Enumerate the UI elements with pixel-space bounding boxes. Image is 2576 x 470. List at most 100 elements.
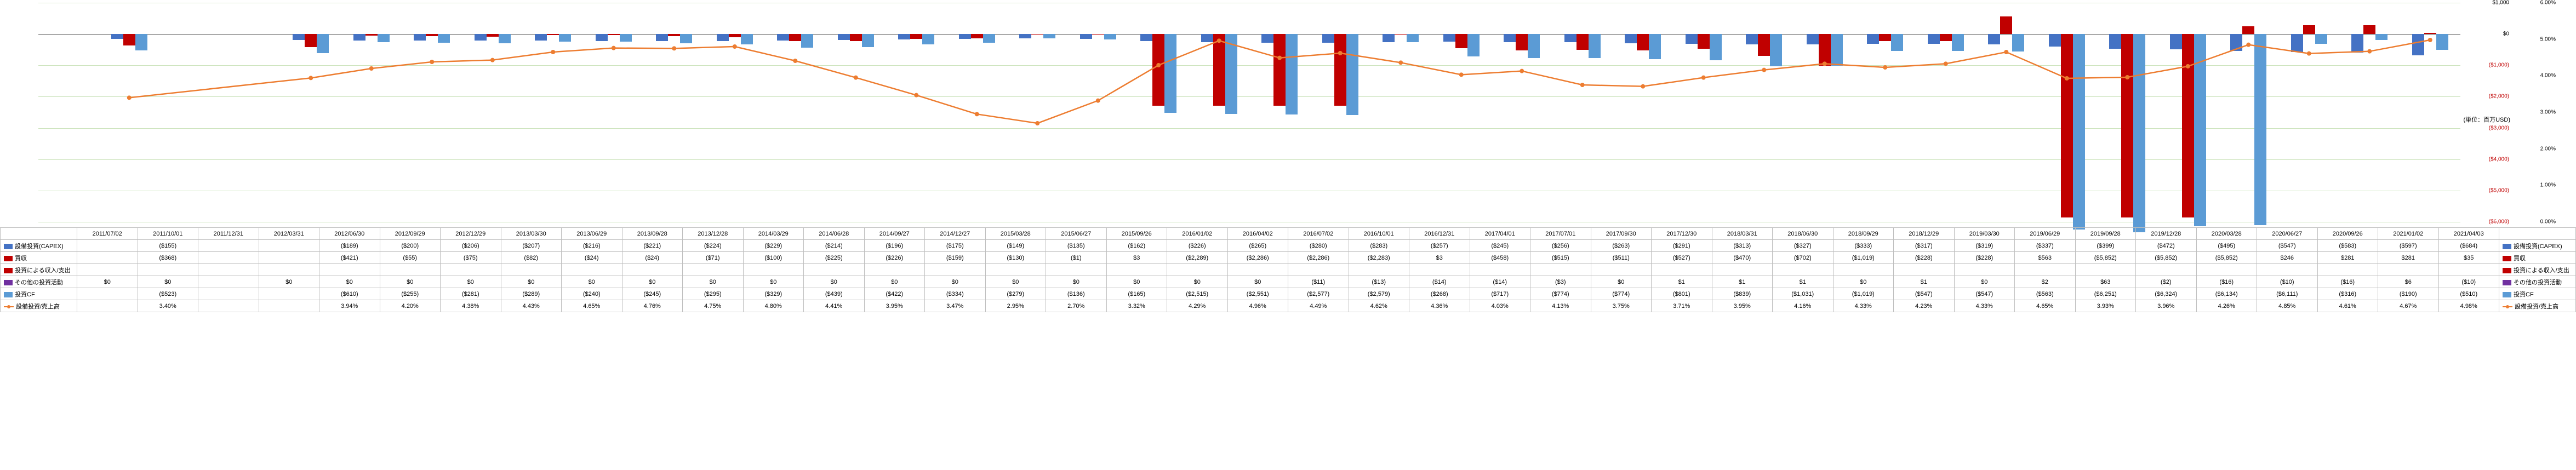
data-cell bbox=[198, 288, 259, 300]
data-cell: ($317) bbox=[1894, 240, 1955, 252]
data-cell: ($221) bbox=[622, 240, 683, 252]
y2-tick: 1.00% bbox=[2540, 182, 2556, 188]
data-cell: ($214) bbox=[804, 240, 865, 252]
data-cell: 3.32% bbox=[1106, 300, 1167, 312]
data-cell bbox=[2136, 264, 2197, 276]
ratio-marker bbox=[1580, 83, 1585, 87]
data-cell: ($82) bbox=[501, 252, 562, 264]
data-cell: $1 bbox=[1712, 276, 1773, 288]
data-cell: ($10) bbox=[2257, 276, 2318, 288]
data-cell: ($547) bbox=[2257, 240, 2318, 252]
data-cell: $1 bbox=[1773, 276, 1834, 288]
line-layer bbox=[38, 3, 2460, 222]
data-cell: $0 bbox=[622, 276, 683, 288]
data-cell: ($291) bbox=[1652, 240, 1712, 252]
y1-tick: $1,000 bbox=[2492, 0, 2509, 6]
data-cell: ($333) bbox=[1833, 240, 1894, 252]
data-cell: ($523) bbox=[138, 288, 198, 300]
data-cell: ($422) bbox=[864, 288, 925, 300]
data-cell: 2013/06/29 bbox=[562, 228, 622, 240]
data-cell: 3.75% bbox=[1591, 300, 1652, 312]
data-cell bbox=[1349, 264, 1409, 276]
data-cell bbox=[1833, 264, 1894, 276]
row-header-left bbox=[1, 228, 77, 240]
data-cell: ($245) bbox=[622, 288, 683, 300]
data-cell: $0 bbox=[804, 276, 865, 288]
y2-tick: 2.00% bbox=[2540, 146, 2556, 152]
ratio-marker bbox=[309, 76, 313, 80]
ratio-marker bbox=[2065, 76, 2069, 81]
data-cell bbox=[198, 252, 259, 264]
data-cell: ($207) bbox=[501, 240, 562, 252]
data-cell: ($2,283) bbox=[1349, 252, 1409, 264]
data-cell: $0 bbox=[77, 276, 138, 288]
data-cell: 2014/06/28 bbox=[804, 228, 865, 240]
data-cell: ($399) bbox=[2075, 240, 2136, 252]
row-header-left: 投資による収入/支出 bbox=[1, 264, 77, 276]
data-cell: $6 bbox=[2378, 276, 2439, 288]
data-cell: ($316) bbox=[2317, 288, 2378, 300]
y2-tick: 6.00% bbox=[2540, 0, 2556, 6]
data-cell: 3.94% bbox=[319, 300, 380, 312]
data-cell: ($329) bbox=[743, 288, 804, 300]
data-cell: 2019/03/30 bbox=[1954, 228, 2015, 240]
data-cell: ($256) bbox=[1530, 240, 1591, 252]
data-cell: ($11) bbox=[1288, 276, 1349, 288]
data-cell: ($515) bbox=[1530, 252, 1591, 264]
data-cell: ($228) bbox=[1954, 252, 2015, 264]
data-cell: ($327) bbox=[1773, 240, 1834, 252]
data-cell: 2016/07/02 bbox=[1288, 228, 1349, 240]
y1-tick: ($6,000) bbox=[2489, 219, 2509, 225]
data-cell bbox=[77, 300, 138, 312]
data-cell bbox=[198, 264, 259, 276]
data-cell: 2017/07/01 bbox=[1530, 228, 1591, 240]
data-cell: ($162) bbox=[1106, 240, 1167, 252]
row-header-left: 設備投資/売上高 bbox=[1, 300, 77, 312]
ratio-marker bbox=[2246, 43, 2251, 47]
data-cell: $0 bbox=[259, 276, 319, 288]
y1-tick: ($4,000) bbox=[2489, 156, 2509, 162]
ratio-marker bbox=[2428, 38, 2432, 42]
data-cell bbox=[259, 252, 319, 264]
data-cell: $0 bbox=[683, 276, 744, 288]
data-cell: $1 bbox=[1652, 276, 1712, 288]
data-cell: 2015/03/28 bbox=[985, 228, 1046, 240]
data-cell: 2.70% bbox=[1046, 300, 1107, 312]
data-cell: ($610) bbox=[319, 288, 380, 300]
data-cell: 4.03% bbox=[1470, 300, 1530, 312]
data-cell: ($280) bbox=[1288, 240, 1349, 252]
data-cell: 3.47% bbox=[925, 300, 986, 312]
data-cell: ($283) bbox=[1349, 240, 1409, 252]
data-cell bbox=[864, 264, 925, 276]
data-cell bbox=[985, 264, 1046, 276]
ratio-marker bbox=[793, 59, 797, 63]
data-cell: 2013/12/28 bbox=[683, 228, 744, 240]
data-cell: ($189) bbox=[319, 240, 380, 252]
ratio-marker bbox=[1398, 60, 1403, 65]
y1-tick: ($2,000) bbox=[2489, 94, 2509, 100]
y2-tick: 0.00% bbox=[2540, 219, 2556, 225]
data-cell: ($257) bbox=[1409, 240, 1470, 252]
ratio-marker bbox=[2307, 51, 2311, 56]
data-cell: 2013/03/30 bbox=[501, 228, 562, 240]
data-cell: ($334) bbox=[925, 288, 986, 300]
chart-container: (単位：百万USD) ($6,000)($5,000)($4,000)($3,0… bbox=[0, 0, 2576, 470]
row-header-right: 設備投資(CAPEX) bbox=[2499, 240, 2576, 252]
data-cell: ($5,852) bbox=[2196, 252, 2257, 264]
data-cell: $0 bbox=[319, 276, 380, 288]
data-cell: ($226) bbox=[864, 252, 925, 264]
data-cell: 4.33% bbox=[1954, 300, 2015, 312]
data-cell: ($71) bbox=[683, 252, 744, 264]
data-cell: ($547) bbox=[1954, 288, 2015, 300]
y1-tick: ($3,000) bbox=[2489, 125, 2509, 131]
data-cell: ($196) bbox=[864, 240, 925, 252]
data-cell: ($421) bbox=[319, 252, 380, 264]
ratio-line bbox=[129, 40, 2430, 123]
data-cell: 4.80% bbox=[743, 300, 804, 312]
data-cell: ($225) bbox=[804, 252, 865, 264]
plot-area bbox=[38, 3, 2460, 222]
data-cell: 2016/01/02 bbox=[1167, 228, 1228, 240]
data-cell: 4.36% bbox=[1409, 300, 1470, 312]
ratio-marker bbox=[1944, 61, 1948, 66]
data-cell: ($547) bbox=[1894, 288, 1955, 300]
